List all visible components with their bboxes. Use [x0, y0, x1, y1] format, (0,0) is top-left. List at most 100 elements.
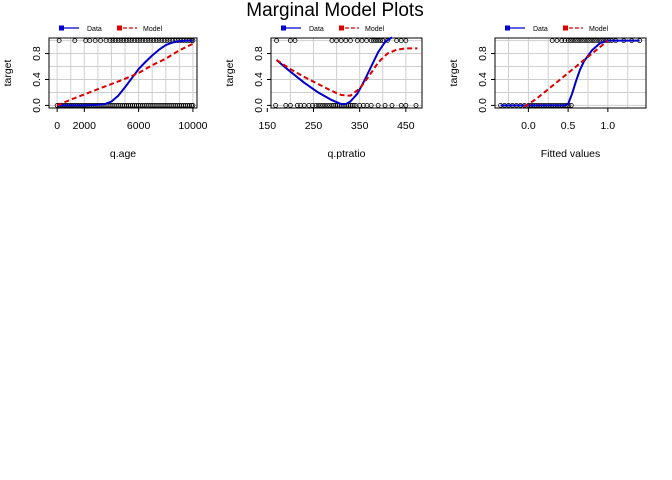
y-axis-label: target: [2, 59, 14, 86]
data-point: [403, 103, 409, 108]
data-point: [368, 38, 374, 43]
legend-model-marker: [339, 25, 344, 31]
x-tick-label: 10000: [178, 120, 207, 132]
figure-title: Marginal Model Plots: [246, 0, 423, 21]
data-point: [570, 38, 576, 43]
data-point: [375, 103, 381, 108]
x-tick-label: 1.0: [601, 120, 616, 132]
legend-model-label: Model: [365, 26, 385, 33]
data-point: [123, 38, 129, 43]
y-tick-label: 0.8: [477, 46, 489, 61]
data-point: [403, 38, 409, 43]
data-point: [394, 38, 400, 43]
x-axis-label: q.age: [110, 148, 136, 160]
data-point: [273, 103, 279, 108]
chart-panels: 0 2000 6000 10000 0.0 0.4 0.8 q.age target Data Mo…: [2, 25, 647, 160]
legend-data-marker: [59, 25, 64, 31]
data-point: [313, 103, 319, 108]
x-axis-label: q.ptratio: [328, 148, 366, 160]
legend-data-label: Data: [533, 26, 548, 33]
data-point: [118, 38, 124, 43]
x-tick-label: 350: [351, 120, 369, 132]
legend-model-marker: [117, 25, 122, 31]
data-point: [151, 38, 156, 43]
data-point: [320, 103, 326, 108]
x-tick-label: 2000: [73, 120, 97, 132]
data-point: [129, 38, 135, 43]
data-point: [274, 38, 279, 43]
data-point: [153, 38, 159, 43]
data-point: [318, 103, 323, 108]
data-point: [398, 103, 404, 108]
data-point: [398, 38, 404, 43]
data-point: [148, 38, 154, 43]
data-point: [373, 38, 379, 43]
model-series-line: [275, 47, 418, 97]
panel-3: 0.0 0.5 1.0 0.0 0.4 0.8 Fitted values target Dat…: [448, 25, 647, 160]
data-point: [294, 103, 300, 108]
data-point: [343, 38, 349, 43]
data-point: [287, 103, 293, 108]
data-point: [159, 38, 165, 43]
x-tick-label: 0.5: [561, 120, 576, 132]
data-point: [562, 38, 568, 43]
data-point: [121, 38, 127, 43]
data-point: [283, 103, 289, 108]
data-point: [315, 103, 321, 108]
data-point: [137, 38, 143, 43]
x-tick-label: 0.0: [521, 120, 536, 132]
data-point: [187, 103, 192, 108]
y-tick-label: 0.4: [253, 72, 265, 87]
panel-1: 0 2000 6000 10000 0.0 0.4 0.8 q.age target Data Mo…: [2, 25, 208, 160]
data-point: [582, 38, 588, 43]
x-tick-label: 6000: [127, 120, 151, 132]
data-point: [301, 103, 307, 108]
data-point: [348, 38, 353, 43]
data-point: [559, 38, 565, 43]
data-point: [572, 38, 578, 43]
data-point: [334, 38, 339, 43]
plot-frame: [494, 37, 647, 109]
y-tick-label: 0.0: [31, 98, 43, 113]
legend-data-label: Data: [87, 26, 102, 33]
legend-data-label: Data: [309, 26, 324, 33]
data-point: [568, 38, 573, 43]
data-point: [98, 38, 103, 43]
data-point: [162, 38, 167, 43]
legend-model-label: Model: [143, 26, 163, 33]
data-point: [568, 103, 574, 108]
data-point: [371, 38, 376, 43]
y-tick-label: 0.0: [477, 98, 489, 113]
data-point: [110, 38, 116, 43]
x-tick-label: 250: [305, 120, 323, 132]
model-series-line: [523, 39, 609, 108]
data-point: [324, 103, 330, 108]
data-point: [378, 38, 383, 43]
data-point: [310, 103, 315, 108]
y-tick-label: 0.8: [31, 46, 43, 61]
data-point: [580, 38, 585, 43]
data-point: [380, 38, 386, 43]
data-point: [589, 38, 595, 43]
data-point: [575, 38, 581, 43]
y-axis-label: target: [448, 59, 460, 86]
legend-data-marker: [505, 25, 510, 31]
data-point: [577, 38, 583, 43]
data-point: [140, 38, 146, 43]
data-point: [322, 103, 328, 108]
data-series-line: [500, 39, 640, 107]
data-point: [413, 103, 419, 108]
data-point: [115, 38, 121, 43]
data-point: [190, 103, 196, 108]
y-tick-label: 0.8: [253, 46, 265, 61]
plot-frame: [270, 37, 423, 109]
data-point: [389, 103, 395, 108]
data-point: [189, 103, 194, 108]
data-point: [126, 38, 132, 43]
data-point: [364, 38, 369, 43]
data-point: [143, 38, 148, 43]
y-tick-label: 0.4: [477, 72, 489, 87]
y-tick-label: 0.0: [253, 98, 265, 113]
data-point: [338, 38, 344, 43]
plot-frame: [48, 37, 198, 109]
